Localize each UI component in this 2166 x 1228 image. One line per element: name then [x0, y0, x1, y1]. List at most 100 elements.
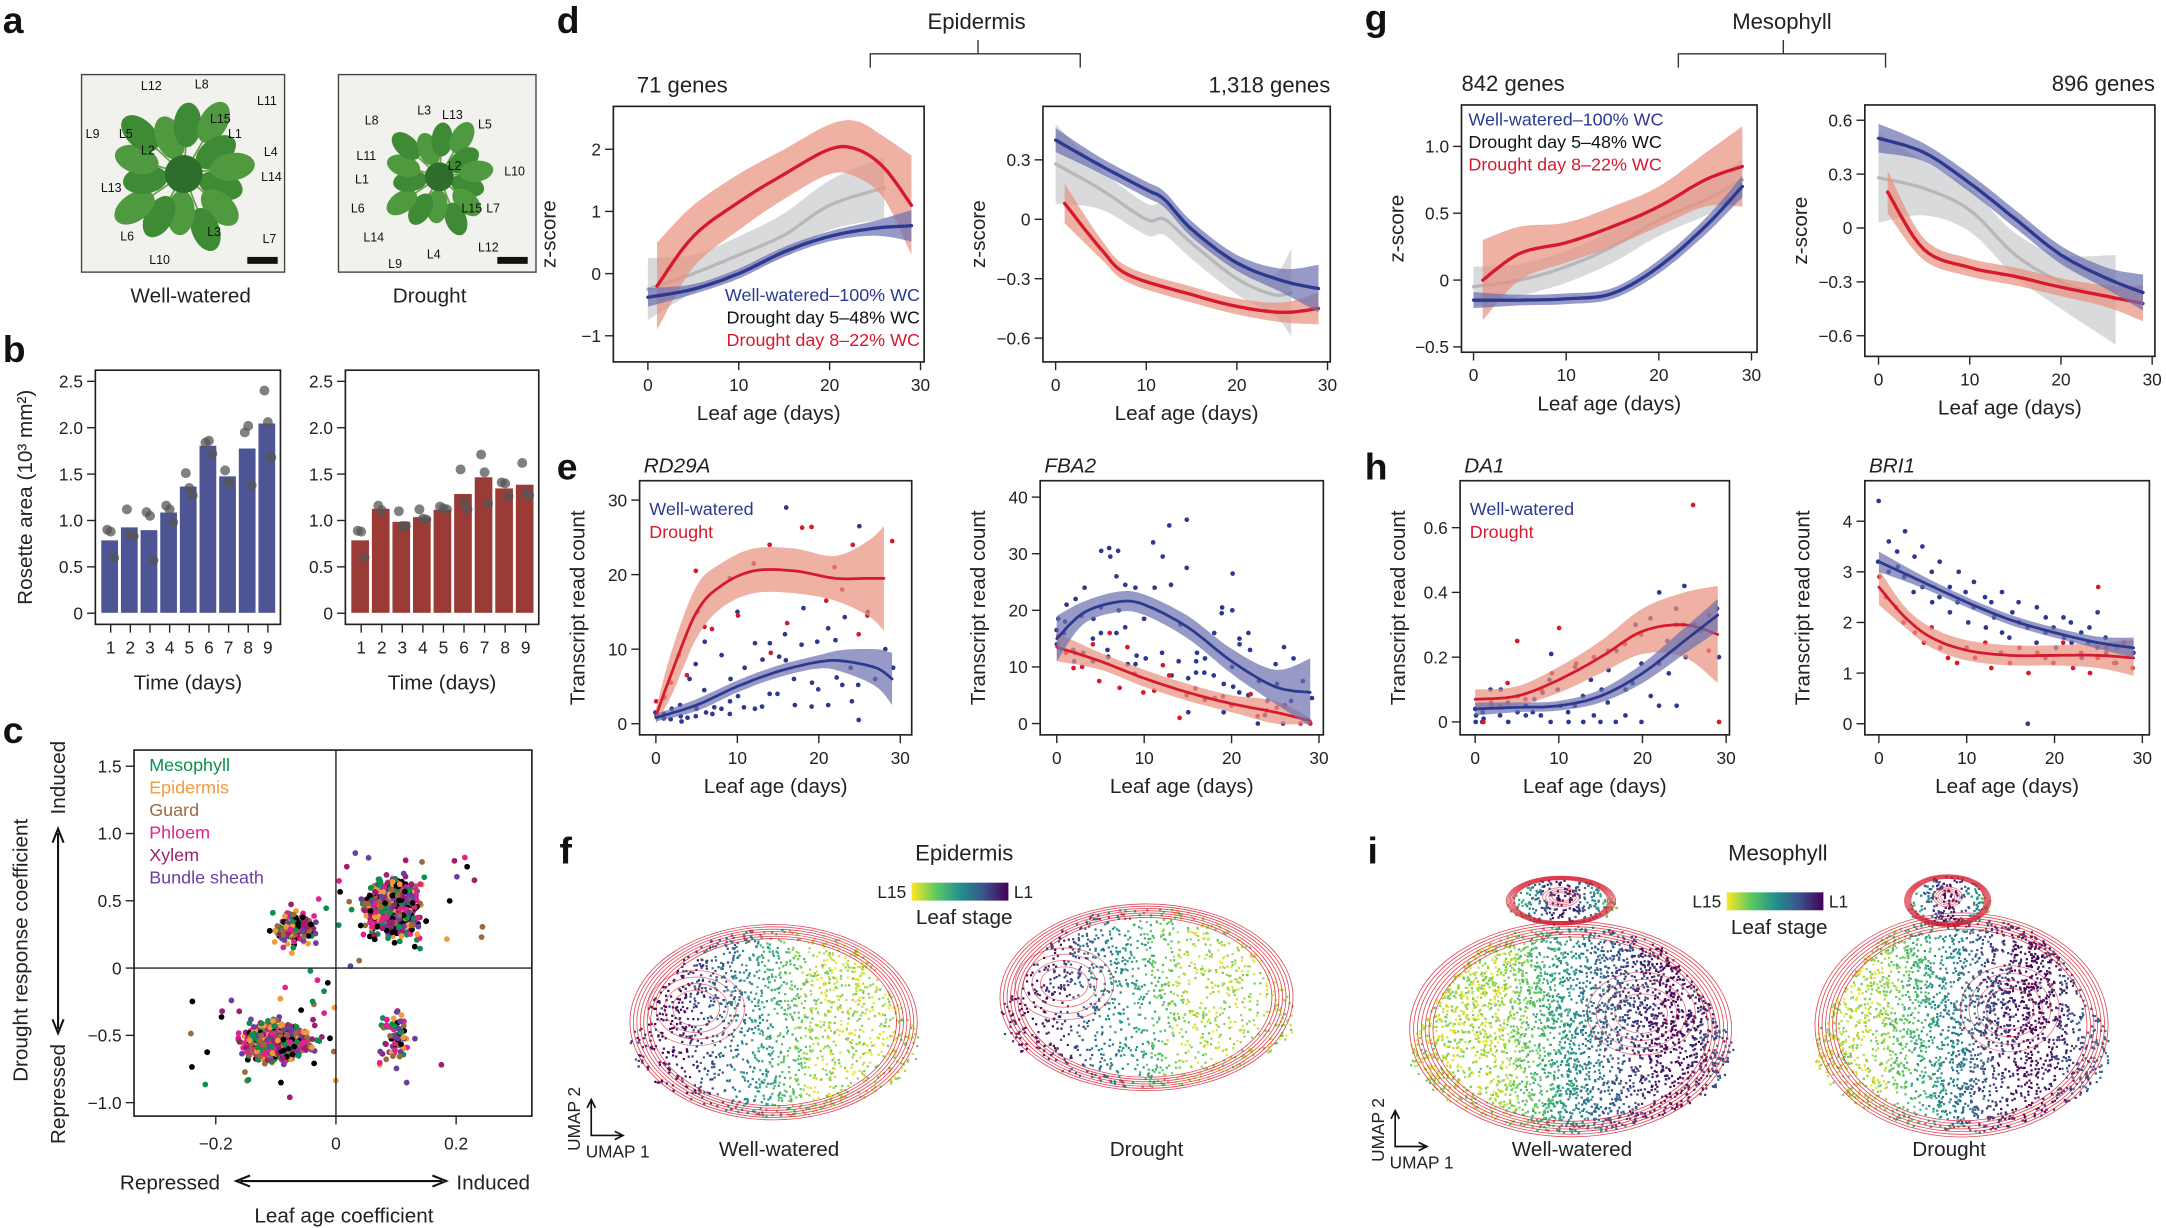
cell-point — [721, 1033, 724, 1036]
cell-point — [669, 1027, 672, 1031]
cell-point — [1205, 996, 1209, 999]
cell-point — [752, 1031, 755, 1035]
cell-point — [845, 961, 848, 965]
replicate-point — [414, 504, 425, 515]
data-point-well-watered — [2010, 609, 2015, 615]
gene-point — [258, 1020, 265, 1027]
cell-point — [770, 989, 773, 992]
cell-point — [1204, 1007, 1207, 1010]
cell-point — [844, 966, 847, 969]
cell-point — [1076, 1031, 1079, 1034]
data-point-well-watered — [856, 523, 862, 529]
data-point-drought — [1096, 678, 1102, 684]
cell-point — [711, 1051, 714, 1054]
leaf-label: L10 — [149, 253, 170, 267]
cell-point — [1108, 1044, 1111, 1048]
cell-point — [668, 1062, 671, 1065]
colorbar-low-label: L15 — [877, 882, 906, 902]
cell-point — [755, 1058, 758, 1061]
rosette-center — [424, 162, 454, 192]
x-tick-label: 20 — [1633, 748, 1652, 768]
cell-point — [709, 1015, 712, 1018]
y-tick-label: 0.2 — [1424, 647, 1448, 667]
cell-point — [758, 969, 761, 972]
gene-point — [293, 1024, 300, 1030]
cell-point — [846, 1011, 850, 1014]
y-tick-label: 0 — [1439, 270, 1449, 290]
cell-point — [723, 1090, 726, 1093]
x-tick-label: 0 — [643, 375, 653, 395]
cell-point — [743, 1034, 746, 1037]
cell-point — [696, 959, 699, 962]
cell-point — [745, 1072, 749, 1075]
photo-caption-well-watered: Well-watered — [130, 285, 250, 308]
cell-point — [754, 1004, 757, 1008]
cell-point — [794, 1073, 797, 1076]
cell-point — [1121, 960, 1124, 963]
cell-point — [845, 1028, 848, 1031]
cell-point — [1206, 932, 1209, 935]
cell-point — [862, 1002, 866, 1006]
cell-point — [1259, 992, 1262, 996]
cell-point — [747, 1061, 750, 1064]
cell-point — [1172, 983, 1175, 987]
gene-point — [309, 1036, 316, 1043]
cell-point — [803, 1056, 806, 1060]
leaf-label: L11 — [356, 149, 376, 163]
x-tick-label: 10 — [1135, 748, 1154, 768]
cell-point — [758, 1032, 762, 1035]
cell-point — [794, 954, 797, 957]
cell-point — [728, 965, 732, 968]
cell-point — [768, 943, 771, 946]
gene-point — [286, 1094, 293, 1101]
cell-point — [778, 973, 781, 977]
cell-point — [882, 1004, 885, 1007]
cell-point — [893, 1056, 896, 1059]
leaf-label: L6 — [120, 229, 134, 243]
x-axis-label: Leaf age coefficient — [254, 1204, 433, 1227]
cell-point — [666, 1051, 670, 1054]
cell-point — [689, 1000, 692, 1003]
cell-point — [836, 1008, 840, 1011]
x-axis-label: Leaf age (days) — [1935, 775, 2079, 798]
gene-point — [390, 1053, 396, 1060]
data-point-well-watered — [1623, 713, 1628, 718]
cell-point — [841, 1011, 844, 1014]
cell-point — [876, 987, 879, 990]
cell-point — [852, 1047, 855, 1050]
cell-point — [682, 974, 685, 978]
data-point-well-watered — [792, 702, 798, 708]
cell-point — [837, 998, 841, 1001]
cell-point — [783, 1012, 786, 1016]
cell-point — [742, 1071, 745, 1074]
cell-point — [792, 1090, 795, 1093]
cell-point — [851, 970, 854, 974]
y-tick-label: −1 — [581, 326, 601, 346]
cell-point — [1204, 1061, 1207, 1064]
cell-point — [1150, 954, 1154, 957]
gene-point — [392, 1047, 398, 1053]
replicate-point — [359, 552, 370, 563]
x-tick-label: 20 — [1649, 365, 1668, 385]
y-axis-label: Drought response coefficient — [10, 819, 33, 1082]
cell-point — [765, 1037, 768, 1040]
cell-point — [853, 1053, 856, 1057]
x-tick-label: 6 — [204, 637, 214, 657]
gene-point — [376, 881, 383, 888]
cell-point — [698, 1070, 701, 1073]
gene-count-label: 842 genes — [1461, 71, 1564, 96]
gene-point — [299, 914, 306, 921]
cell-point — [890, 1080, 893, 1084]
replicate-point — [220, 465, 231, 476]
cell-point — [771, 968, 774, 971]
data-point-drought — [767, 542, 772, 548]
cell-point — [727, 961, 730, 964]
cell-point — [695, 1005, 698, 1008]
cell-point — [892, 1031, 895, 1034]
data-point-well-watered — [1591, 713, 1597, 718]
data-point-well-watered — [760, 657, 765, 662]
cell-point — [738, 996, 741, 999]
cell-point — [732, 1056, 735, 1059]
data-point-well-watered — [759, 704, 765, 709]
